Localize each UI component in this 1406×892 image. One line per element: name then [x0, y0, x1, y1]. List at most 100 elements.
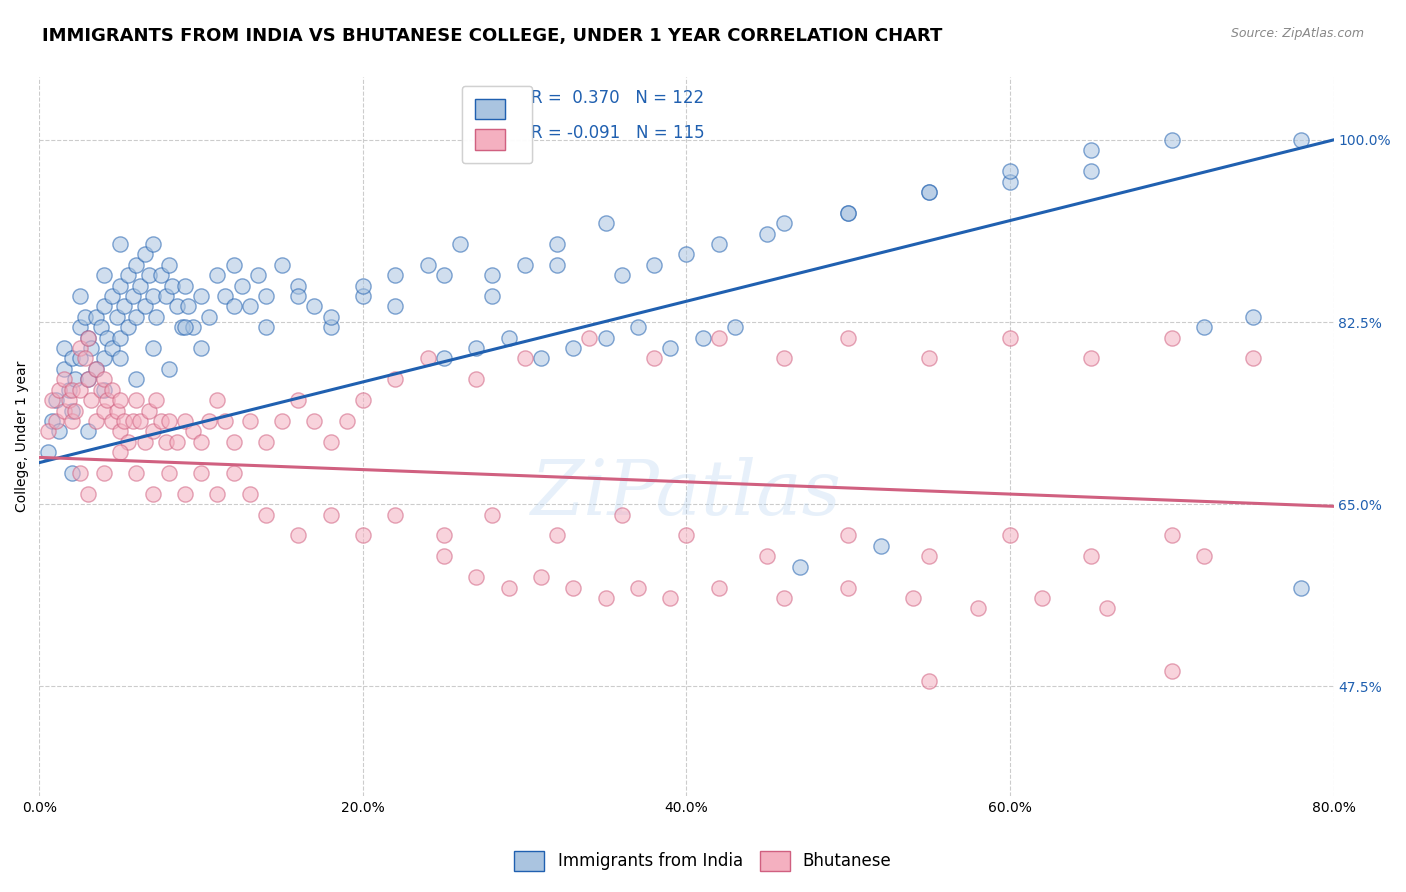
- Point: [69, 320, 91, 334]
- Point: [122, 289, 145, 303]
- Point: [998, 528, 1021, 542]
- Point: [110, 445, 132, 459]
- Point: [1289, 133, 1312, 147]
- Point: [110, 237, 132, 252]
- Point: [214, 289, 236, 303]
- Point: [254, 289, 277, 303]
- Point: [465, 341, 488, 355]
- Point: [384, 300, 406, 314]
- Point: [1160, 331, 1182, 345]
- Point: [271, 258, 294, 272]
- Point: [239, 300, 262, 314]
- Point: [190, 434, 212, 449]
- Point: [254, 434, 277, 449]
- Point: [128, 278, 150, 293]
- Point: [1241, 310, 1264, 324]
- Point: [145, 310, 167, 324]
- Point: [122, 414, 145, 428]
- Point: [41, 414, 63, 428]
- Point: [222, 300, 245, 314]
- Point: [837, 581, 859, 595]
- Point: [1031, 591, 1053, 605]
- Point: [756, 549, 779, 564]
- Point: [254, 508, 277, 522]
- Point: [1289, 581, 1312, 595]
- Point: [134, 300, 156, 314]
- Point: [60, 383, 83, 397]
- Point: [319, 310, 342, 324]
- Point: [93, 466, 115, 480]
- Point: [1160, 528, 1182, 542]
- Point: [138, 268, 160, 283]
- Point: [246, 268, 269, 283]
- Point: [93, 300, 115, 314]
- Point: [125, 258, 148, 272]
- Point: [174, 278, 197, 293]
- Point: [837, 331, 859, 345]
- Point: [110, 351, 132, 366]
- Point: [207, 393, 229, 408]
- Point: [84, 310, 107, 324]
- Point: [181, 425, 204, 439]
- Point: [287, 393, 309, 408]
- Point: [416, 258, 439, 272]
- Point: [1080, 549, 1102, 564]
- Point: [155, 434, 177, 449]
- Point: [45, 414, 67, 428]
- Point: [93, 268, 115, 283]
- Point: [52, 341, 75, 355]
- Point: [60, 351, 83, 366]
- Point: [117, 320, 139, 334]
- Point: [52, 362, 75, 376]
- Point: [772, 216, 794, 230]
- Point: [80, 393, 103, 408]
- Point: [166, 434, 188, 449]
- Point: [157, 258, 180, 272]
- Point: [142, 487, 165, 501]
- Point: [1192, 320, 1215, 334]
- Point: [433, 549, 456, 564]
- Point: [101, 341, 124, 355]
- Point: [319, 434, 342, 449]
- Point: [58, 383, 80, 397]
- Point: [93, 351, 115, 366]
- Point: [73, 351, 96, 366]
- Point: [352, 289, 374, 303]
- Point: [157, 466, 180, 480]
- Point: [45, 393, 67, 408]
- Point: [69, 351, 91, 366]
- Point: [998, 164, 1021, 178]
- Point: [481, 508, 503, 522]
- Point: [562, 341, 585, 355]
- Point: [319, 508, 342, 522]
- Point: [112, 300, 135, 314]
- Point: [481, 289, 503, 303]
- Point: [222, 466, 245, 480]
- Point: [110, 393, 132, 408]
- Point: [336, 414, 359, 428]
- Point: [546, 528, 568, 542]
- Point: [352, 278, 374, 293]
- Point: [207, 487, 229, 501]
- Point: [433, 351, 456, 366]
- Point: [214, 414, 236, 428]
- Point: [707, 331, 730, 345]
- Point: [595, 331, 617, 345]
- Point: [174, 487, 197, 501]
- Text: R =  0.370   N = 122: R = 0.370 N = 122: [531, 88, 704, 106]
- Point: [90, 383, 112, 397]
- Point: [174, 414, 197, 428]
- Point: [155, 289, 177, 303]
- Point: [530, 351, 553, 366]
- Point: [37, 425, 59, 439]
- Point: [231, 278, 253, 293]
- Point: [869, 539, 891, 553]
- Y-axis label: College, Under 1 year: College, Under 1 year: [15, 361, 30, 512]
- Point: [659, 341, 682, 355]
- Point: [170, 320, 193, 334]
- Point: [157, 362, 180, 376]
- Point: [110, 278, 132, 293]
- Point: [254, 320, 277, 334]
- Point: [578, 331, 600, 345]
- Point: [93, 372, 115, 386]
